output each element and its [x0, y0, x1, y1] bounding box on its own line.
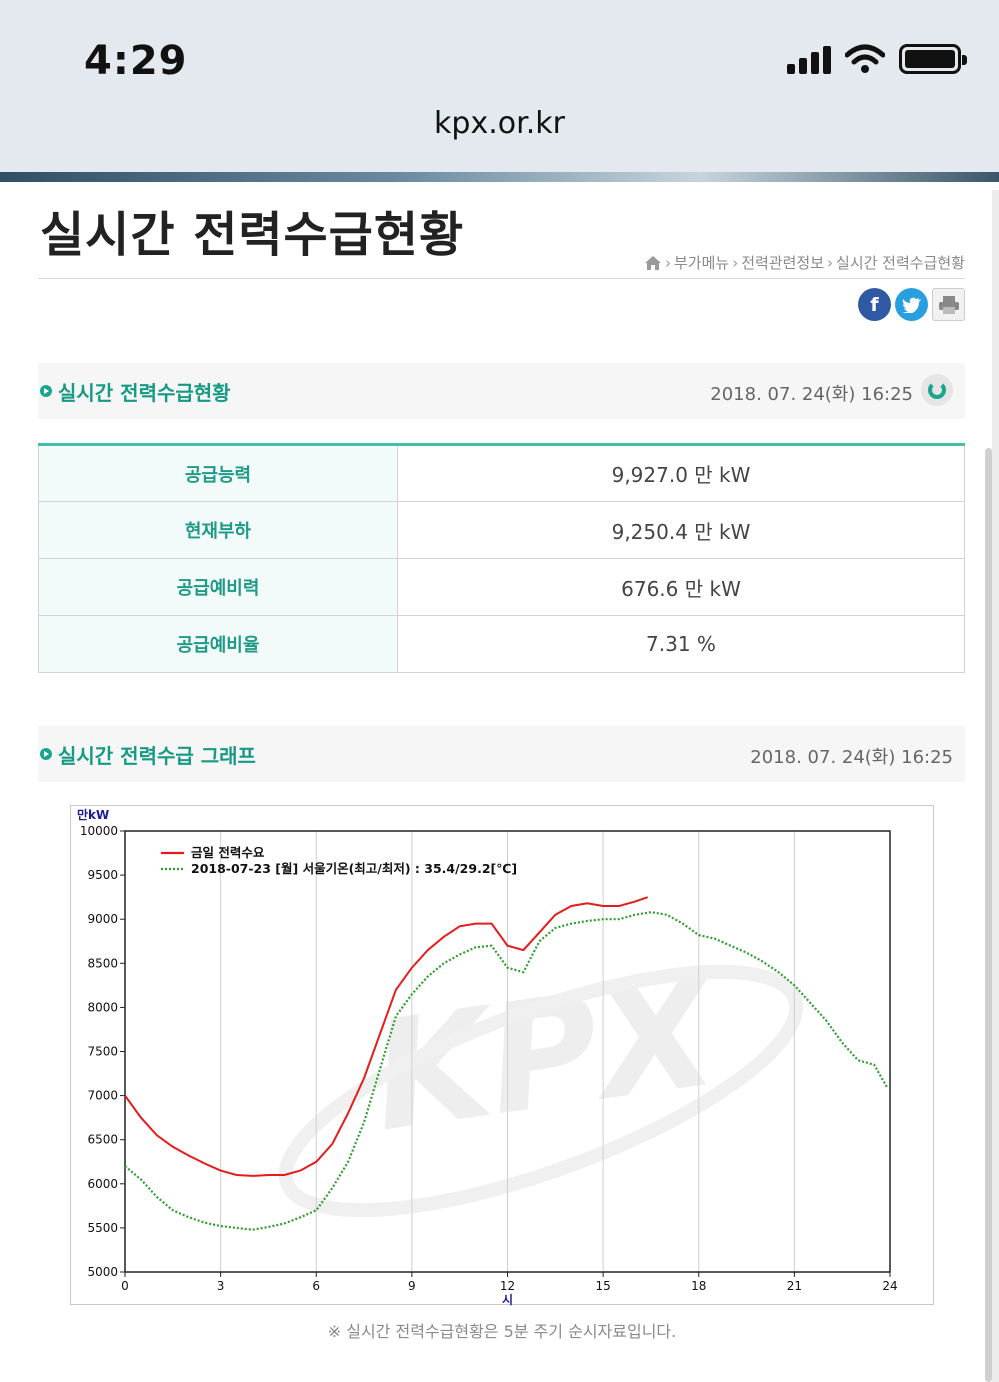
section-header-status: 실시간 전력수급현황 2018. 07. 24(화) 16:25: [38, 363, 965, 419]
status-icons: [787, 44, 967, 74]
home-icon[interactable]: [644, 255, 662, 271]
power-demand-chart: KPX 5000 5500 6000 6500 7000 7500 8000 8500 9000 9…: [70, 805, 934, 1306]
table-row: 공급예비율 7.31 %: [38, 615, 965, 673]
x-tick-label: 21: [787, 1279, 802, 1293]
page-title: 실시간 전력수급현황: [40, 207, 465, 263]
y-tick-label: 7000: [87, 1089, 118, 1103]
bullet-arrow-icon: [40, 748, 52, 760]
x-tick-label: 18: [691, 1279, 706, 1293]
table-row: 현재부하 9,250.4 만 kW: [38, 501, 965, 559]
twitter-icon: [901, 297, 921, 313]
y-tick-label: 10000: [80, 824, 118, 838]
y-tick-label: 8000: [87, 1000, 118, 1014]
x-tick-label: 15: [595, 1279, 610, 1293]
legend-label: 2018-07-23 [월] 서울기온(최고/최저) : 35.4/29.2[℃…: [191, 861, 517, 876]
share-buttons: f: [858, 288, 965, 321]
refresh-icon: [928, 381, 946, 399]
x-tick-label: 0: [121, 1279, 129, 1293]
row-label: 현재부하: [38, 501, 398, 559]
print-button[interactable]: [932, 288, 965, 321]
legend-label: 금일 전력수요: [191, 845, 265, 860]
address-bar[interactable]: kpx.or.kr: [434, 106, 565, 141]
y-axis-label: 만kW: [77, 807, 109, 822]
row-value: 7.31 %: [397, 615, 965, 673]
series-line-1: [124, 896, 649, 1177]
row-label: 공급능력: [38, 444, 398, 502]
y-tick-label: 6500: [87, 1133, 118, 1147]
footer-note: ※ 실시간 전력수급현황은 5분 주기 순시자료입니다.: [327, 1322, 677, 1341]
row-label: 공급예비력: [38, 558, 398, 616]
row-value: 9,927.0 만 kW: [397, 444, 965, 502]
facebook-share-button[interactable]: f: [858, 288, 891, 321]
breadcrumb-item[interactable]: 부가메뉴: [674, 254, 730, 272]
refresh-button[interactable]: [921, 374, 953, 406]
graph-timestamp: 2018. 07. 24(화) 16:25: [750, 747, 953, 768]
row-value: 676.6 만 kW: [397, 558, 965, 616]
y-tick-label: 9000: [87, 912, 118, 926]
x-tick-label: 6: [312, 1279, 320, 1293]
y-tick-label: 6000: [87, 1177, 118, 1191]
x-tick-label: 3: [217, 1279, 225, 1293]
header-banner-strip: [0, 172, 999, 182]
breadcrumb-item-current[interactable]: 실시간 전력수급현황: [836, 254, 965, 272]
y-tick-label: 5500: [87, 1221, 118, 1235]
status-time: 4:29: [84, 38, 188, 84]
x-tick-label: 12: [500, 1279, 515, 1293]
breadcrumb: › 부가메뉴 › 전력관련정보 › 실시간 전력수급현황: [644, 252, 965, 273]
row-value: 9,250.4 만 kW: [397, 501, 965, 559]
bullet-arrow-icon: [40, 385, 52, 397]
section-title: 실시간 전력수급현황: [58, 381, 231, 405]
twitter-share-button[interactable]: [895, 288, 928, 321]
facebook-icon: f: [870, 293, 879, 316]
y-tick-label: 5000: [87, 1265, 118, 1279]
chevron-right-icon: ›: [732, 253, 739, 272]
section-header-graph: 실시간 전력수급 그래프 2018. 07. 24(화) 16:25: [38, 726, 965, 782]
wifi-icon: [845, 44, 885, 73]
battery-icon: [899, 44, 967, 74]
y-tick-label: 7500: [87, 1045, 118, 1059]
breadcrumb-item[interactable]: 전력관련정보: [741, 254, 825, 272]
title-divider: [38, 278, 965, 279]
x-tick-label: 9: [408, 1279, 416, 1293]
supply-status-table: 공급능력 9,927.0 만 kW 현재부하 9,250.4 만 kW 공급예비…: [38, 443, 965, 673]
y-tick-label: 8500: [87, 956, 118, 970]
scrollbar-track[interactable]: [992, 190, 999, 1382]
row-label: 공급예비율: [38, 615, 398, 673]
section-title: 실시간 전력수급 그래프: [58, 744, 256, 768]
x-tick-label: 24: [882, 1279, 897, 1293]
table-row: 공급능력 9,927.0 만 kW: [38, 444, 965, 502]
x-axis-label: 시: [502, 1293, 513, 1306]
chevron-right-icon: ›: [665, 253, 671, 272]
status-timestamp: 2018. 07. 24(화) 16:25: [710, 384, 913, 405]
ios-status-bar: 4:29 kpx.or.kr: [0, 0, 999, 172]
series-line-2: [124, 910, 888, 1231]
printer-icon: [938, 295, 959, 314]
chevron-right-icon: ›: [827, 253, 834, 272]
y-tick-label: 9500: [87, 868, 118, 882]
cellular-signal-icon: [787, 44, 831, 74]
scrollbar-thumb[interactable]: [985, 448, 992, 1382]
chart-svg: KPX5000550060006500700075008000850090009…: [77, 807, 898, 1306]
table-row: 공급예비력 676.6 만 kW: [38, 558, 965, 616]
